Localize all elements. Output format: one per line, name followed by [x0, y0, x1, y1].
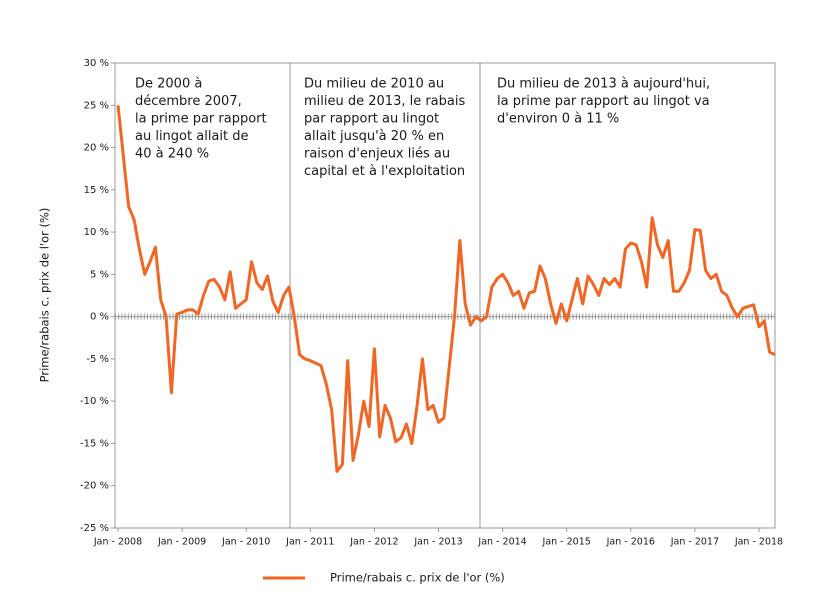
- annotation-line: Du milieu de 2010 au: [304, 77, 444, 92]
- annotation-line: capital et à l'exploitation: [304, 164, 465, 179]
- annotation-line: De 2000 à: [135, 77, 202, 92]
- annotation-line: d'environ 0 à 11 %: [497, 112, 619, 127]
- annotation-line: raison d'enjeux liés au: [304, 147, 450, 162]
- x-tick-label: Jan - 2013: [413, 537, 462, 548]
- y-tick-label: -20 %: [80, 481, 109, 492]
- y-axis-label: Prime/rabais c. prix de l'or (%): [38, 208, 52, 383]
- y-tick-label: 20 %: [84, 143, 109, 154]
- y-tick-label: 5 %: [90, 269, 109, 280]
- y-tick-label: 30 %: [84, 58, 109, 69]
- y-tick-label: 15 %: [84, 185, 109, 196]
- data-line: [116, 105, 776, 473]
- annotation-line: la prime par rapport au lingot va: [497, 94, 710, 109]
- y-tick-label: -5 %: [86, 354, 109, 365]
- x-tick-label: Jan - 2012: [349, 537, 398, 548]
- y-tick-label: -25 %: [80, 523, 109, 534]
- y-tick-label: -10 %: [80, 396, 109, 407]
- plot-frame: [114, 62, 776, 529]
- y-tick-label: 10 %: [84, 227, 109, 238]
- annotation-line: par rapport au lingot: [304, 112, 439, 127]
- x-tick-label: Jan - 2016: [606, 537, 655, 548]
- x-tick-label: Jan - 2008: [93, 537, 142, 548]
- x-tick-label: Jan - 2009: [157, 537, 206, 548]
- annotation-line: allait jusqu'à 20 % en: [304, 129, 444, 144]
- annotation-line: la prime par rapport: [135, 112, 267, 127]
- annotation-line: Du milieu de 2013 à aujourd'hui,: [497, 77, 710, 92]
- x-tick-label: Jan - 2014: [477, 537, 526, 548]
- x-tick-label: Jan - 2011: [285, 537, 334, 548]
- y-tick-label: 25 %: [84, 100, 109, 111]
- annotation-line: milieu de 2013, le rabais: [304, 94, 465, 109]
- annotation-line: décembre 2007,: [135, 94, 242, 109]
- y-tick-label: 0 %: [90, 312, 109, 323]
- x-tick-label: Jan - 2018: [734, 537, 783, 548]
- annotation-line: 40 à 240 %: [135, 147, 209, 162]
- x-tick-label: Jan - 2015: [542, 537, 591, 548]
- x-tick-label: Jan - 2010: [221, 537, 270, 548]
- legend-label: Prime/rabais c. prix de l'or (%): [330, 571, 505, 585]
- annotation-line: au lingot allait de: [135, 129, 248, 144]
- x-tick-label: Jan - 2017: [670, 537, 719, 548]
- y-tick-label: -15 %: [80, 438, 109, 449]
